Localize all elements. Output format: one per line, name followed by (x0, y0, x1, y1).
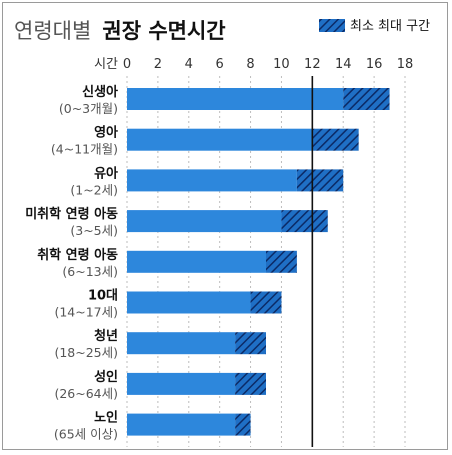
bar-range-segment (235, 413, 251, 436)
category-range: (26~64세) (54, 386, 118, 401)
x-tick-label: 0 (123, 57, 131, 72)
bar-range-segment (235, 332, 266, 355)
x-tick-label: 6 (216, 57, 224, 72)
category-name: 신생아 (82, 84, 118, 100)
category-range: (0~3개월) (59, 101, 118, 116)
bar-min-segment (127, 169, 297, 192)
x-tick-label: 4 (185, 57, 193, 72)
x-tick-label: 8 (246, 57, 254, 72)
category-name: 미취학 연령 아동 (25, 206, 118, 222)
chart-title: 연령대별 권장 수면시간 (14, 19, 226, 43)
bar-min-segment (127, 413, 236, 436)
legend-label: 최소 최대 구간 (350, 19, 430, 34)
category-name: 청년 (94, 328, 118, 344)
category-name: 유아 (94, 165, 118, 181)
category-labels: 신생아(0~3개월) 영아(4~11개월) 유아(1~2세) 미취학 연령 아동(3~… (25, 84, 118, 442)
category-name: 취학 연령 아동 (37, 247, 118, 263)
bar-min-segment (127, 372, 236, 395)
category-name: 10대 (88, 289, 118, 304)
bar-range-segment (266, 250, 297, 273)
bar-range-segment (250, 291, 282, 314)
bar-min-segment (127, 128, 313, 151)
bars (127, 88, 390, 436)
bar-range-segment (312, 128, 359, 151)
bar-min-segment (127, 210, 282, 233)
category-range: (1~2세) (70, 182, 118, 197)
x-tick-label: 16 (366, 57, 383, 72)
x-tick-label: 18 (397, 57, 414, 72)
bar-min-segment (127, 88, 344, 110)
x-tick-label: 12 (304, 57, 321, 72)
category-range: (6~13세) (62, 264, 118, 279)
bar-min-segment (127, 250, 266, 273)
bar-range-segment (281, 210, 328, 233)
x-axis-label: 시간 (94, 57, 118, 72)
bar-range-segment (296, 169, 344, 192)
bar-range-segment (235, 372, 266, 395)
category-name: 노인 (94, 410, 118, 426)
legend-swatch (319, 19, 345, 32)
bar-min-segment (127, 291, 251, 314)
title-main: 권장 수면시간 (102, 19, 225, 43)
category-range: (3~5세) (70, 223, 118, 238)
title-prefix: 연령대별 (14, 19, 91, 43)
category-range: (4~11개월) (51, 142, 118, 157)
x-tick-labels: 0 2 4 6 8 10 12 14 16 18 (123, 57, 413, 72)
bar-min-segment (127, 332, 236, 355)
category-range: (65세 이상) (54, 427, 118, 442)
bar-range-segment (343, 88, 390, 110)
x-tick-label: 10 (273, 57, 290, 72)
chart-frame (2, 2, 448, 450)
category-name: 영아 (94, 125, 118, 141)
x-tick-label: 2 (154, 57, 162, 72)
category-name: 성인 (94, 369, 118, 385)
category-range: (18~25세) (54, 345, 118, 360)
x-tick-label: 14 (335, 57, 352, 72)
category-range: (14~17세) (54, 305, 118, 320)
